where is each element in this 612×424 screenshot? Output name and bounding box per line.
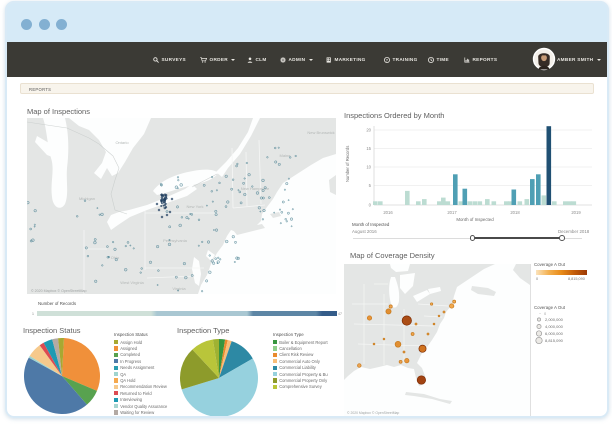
- svg-text:2019: 2019: [571, 210, 581, 215]
- svg-text:Virginia: Virginia: [172, 286, 186, 291]
- svg-text:Michigan: Michigan: [79, 196, 95, 201]
- svg-text:20: 20: [366, 128, 371, 133]
- svg-text:5: 5: [369, 183, 372, 188]
- svg-text:2017: 2017: [447, 210, 457, 215]
- svg-text:2016: 2016: [383, 210, 393, 215]
- svg-text:Ohio: Ohio: [111, 255, 120, 260]
- svg-text:6,000,000: 6,000,000: [545, 331, 564, 336]
- svg-text:Pennsylvania: Pennsylvania: [163, 238, 188, 243]
- svg-text:Ontario: Ontario: [115, 140, 129, 145]
- svg-text:2,000,000: 2,000,000: [545, 317, 564, 322]
- svg-text:Maine: Maine: [280, 153, 292, 158]
- svg-text:0: 0: [369, 203, 372, 208]
- svg-text:15: 15: [366, 146, 371, 151]
- svg-text:Month of Inspected: Month of Inspected: [456, 217, 494, 222]
- svg-text:?: ?: [386, 57, 389, 62]
- svg-text:New Brunswick: New Brunswick: [307, 130, 334, 135]
- svg-text:West Virginia: West Virginia: [120, 280, 144, 285]
- svg-text:8,815,090: 8,815,090: [545, 338, 564, 343]
- svg-text:Number of Records: Number of Records: [345, 146, 350, 182]
- svg-text:© 2020 Mapbox © OpenStreetMap: © 2020 Mapbox © OpenStreetMap: [347, 411, 399, 415]
- svg-text:© 2020 Mapbox © OpenStreetMap: © 2020 Mapbox © OpenStreetMap: [31, 289, 86, 293]
- svg-text:2018: 2018: [510, 210, 520, 215]
- svg-text:New Hampshire: New Hampshire: [241, 186, 270, 191]
- svg-text:New York: New York: [187, 204, 204, 209]
- svg-text:10: 10: [366, 165, 371, 170]
- svg-text:4,000,000: 4,000,000: [545, 324, 564, 329]
